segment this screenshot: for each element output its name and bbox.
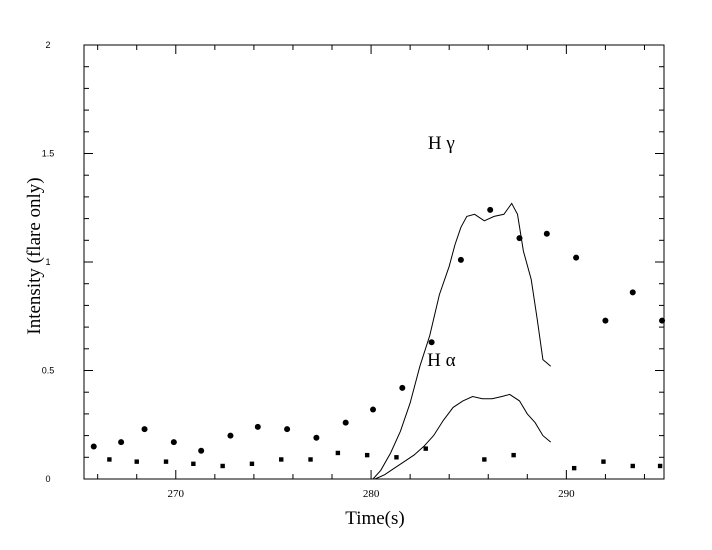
data-point-square	[308, 457, 313, 462]
data-point-square	[511, 452, 516, 458]
y-tick-label: 1	[45, 257, 50, 267]
data-point-circle	[118, 439, 125, 446]
series-line	[372, 202, 552, 480]
y-tick-label: 2	[45, 40, 50, 50]
y-tick-label: 0	[45, 474, 50, 484]
plot-marks: H γ H α	[90, 133, 666, 480]
data-point-circle	[370, 406, 377, 413]
data-point-square	[279, 457, 284, 462]
x-tick-label: 290	[558, 488, 575, 500]
data-point-circle	[602, 317, 609, 324]
plot-axes: 270 280 290 0 0.5 1 1.5 2	[42, 40, 665, 500]
y-axis-title: Intensity (flare only)	[24, 177, 45, 334]
data-point-square	[134, 459, 139, 464]
x-tick-label: 270	[168, 488, 185, 500]
series-line	[374, 393, 552, 480]
data-point-circle	[313, 434, 320, 441]
data-point-square	[107, 457, 112, 462]
annotation-label: H α	[427, 350, 455, 371]
data-point-circle	[227, 432, 234, 439]
x-tick-label: 280	[363, 488, 380, 500]
y-tick-label: 1.5	[42, 149, 55, 159]
data-point-square	[657, 463, 663, 469]
data-point-square	[630, 463, 635, 469]
data-point-square	[423, 446, 428, 451]
data-point-circle	[457, 256, 464, 263]
plot-frame	[83, 44, 665, 480]
data-point-square	[601, 459, 606, 464]
data-point-square	[482, 457, 487, 462]
data-point-circle	[141, 426, 148, 433]
data-point-circle	[90, 443, 97, 450]
data-point-square	[191, 461, 196, 467]
x-axis-title: Time(s)	[345, 508, 404, 529]
data-point-circle	[254, 423, 261, 430]
annotation-label: H γ	[428, 133, 455, 154]
data-point-circle	[428, 339, 435, 346]
data-point-circle	[573, 254, 580, 261]
data-point-square	[571, 465, 577, 471]
data-point-square	[249, 461, 255, 467]
data-point-circle	[170, 439, 177, 446]
data-point-circle	[198, 447, 205, 454]
data-point-square	[163, 459, 169, 464]
data-point-square	[394, 455, 399, 460]
data-point-square	[364, 452, 370, 458]
data-point-circle	[543, 230, 550, 237]
data-point-circle	[629, 289, 636, 296]
data-point-circle	[659, 317, 666, 324]
data-point-square	[220, 463, 225, 469]
data-point-circle	[342, 419, 349, 426]
data-point-square	[335, 450, 341, 456]
data-point-circle	[284, 426, 291, 433]
data-point-circle	[487, 206, 494, 213]
data-point-circle	[399, 384, 406, 391]
y-tick-label: 0.5	[42, 366, 55, 376]
